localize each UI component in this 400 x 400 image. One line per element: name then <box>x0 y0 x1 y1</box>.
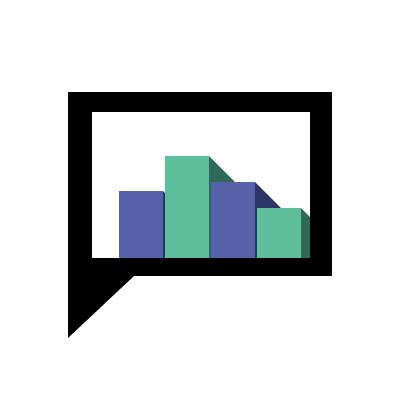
bar <box>257 208 301 258</box>
frame-right-edge <box>310 112 332 258</box>
bar <box>211 182 255 258</box>
bar <box>165 156 209 258</box>
bars-group <box>119 112 332 258</box>
bar <box>119 191 163 258</box>
